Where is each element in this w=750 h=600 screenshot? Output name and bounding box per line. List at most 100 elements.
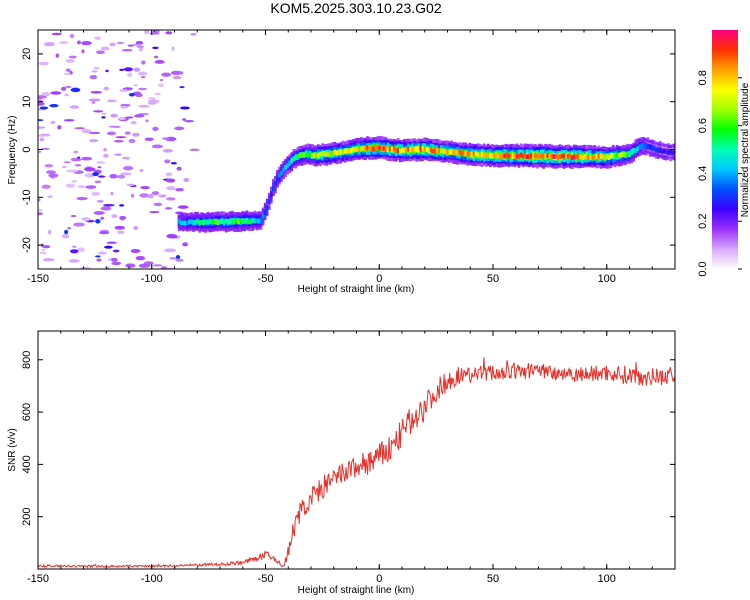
noise-speckle (41, 147, 50, 151)
trace-cell (626, 152, 629, 157)
trace-cell (380, 145, 384, 151)
trace-cell (366, 145, 369, 150)
trace-cell (398, 148, 402, 154)
noise-speckle (42, 258, 55, 262)
noise-speckle (51, 32, 62, 36)
noise-speckle (43, 41, 55, 47)
trace-cell (272, 186, 275, 192)
colorbar-tick-label: 0.2 (697, 214, 709, 229)
noise-speckle (147, 193, 154, 199)
noise-speckle (39, 137, 45, 142)
noise-speckle (96, 161, 106, 164)
noise-speckle (126, 156, 130, 161)
noise-speckle (38, 150, 42, 153)
trace-cell (663, 148, 666, 154)
trace-cell (525, 154, 529, 160)
trace-cell (589, 155, 592, 160)
trace-cell (267, 199, 271, 205)
noise-speckle (152, 46, 159, 50)
trace-cell (310, 153, 314, 159)
snr-y-axis: 200 400 600 800 (21, 351, 675, 526)
x-tick-label: -100 (141, 273, 163, 285)
trace-cell (329, 150, 332, 156)
noise-speckle (74, 127, 86, 130)
trace-cell (372, 146, 375, 152)
spectrogram-y-axis: -20 -10 0 10 20 (21, 48, 675, 253)
trace-cell (577, 153, 580, 159)
trace-cell (323, 151, 326, 156)
noise-speckle (117, 174, 126, 179)
noise-speckle (175, 258, 184, 262)
noise-speckle (48, 173, 59, 178)
snr-y-label: SNR (v/v) (7, 428, 18, 471)
trace-cell (194, 220, 197, 225)
noise-speckle (82, 129, 92, 134)
trace-cell (239, 218, 242, 224)
trace-cell (300, 152, 304, 157)
noise-speckle (140, 185, 150, 190)
snr-background (38, 331, 675, 569)
noise-speckle (93, 66, 100, 70)
noise-speckle (76, 247, 86, 252)
trace-cell (476, 152, 480, 158)
noise-speckle (93, 110, 104, 113)
noise-speckle (88, 131, 101, 135)
trace-cell (335, 150, 339, 156)
x-tick-label: 0 (376, 573, 382, 585)
noise-speckle (154, 30, 160, 34)
trace-cell (654, 147, 658, 153)
noise-speckle (65, 58, 75, 63)
trace-cell (261, 213, 265, 219)
noise-speckle (110, 113, 118, 118)
trace-cell (446, 150, 449, 155)
trace-cell (247, 219, 251, 225)
trace-cell (493, 152, 496, 158)
noise-speckle (63, 72, 71, 76)
noise-speckle (164, 159, 171, 164)
trace-cell (560, 153, 564, 159)
noise-speckle (65, 68, 71, 72)
trace-cell (478, 152, 482, 158)
trace-cell (646, 143, 650, 149)
noise-speckle (38, 197, 41, 202)
trace-cell (466, 151, 470, 157)
noise-speckle (95, 255, 101, 258)
trace-cell (544, 153, 547, 159)
noise-speckle (97, 251, 107, 255)
colorbar-label: Normalized spectral amplitude (740, 82, 750, 217)
noise-speckle (165, 31, 173, 35)
noise-speckle (104, 245, 113, 249)
spectrogram-x-axis: -150 -100 -50 0 50 100 (27, 30, 676, 285)
noise-speckle (124, 131, 131, 135)
trace-cell (231, 218, 234, 223)
trace-cell (292, 156, 296, 162)
trace-cell (376, 145, 380, 151)
snr-x-label: Height of straight line (km) (298, 585, 415, 596)
trace-cell (573, 154, 576, 160)
noise-speckle (106, 131, 117, 136)
noise-speckle (170, 162, 177, 165)
noise-speckle (184, 120, 195, 123)
trace-cell (210, 219, 214, 224)
x-tick-label: 50 (487, 573, 499, 585)
trace-cell (243, 219, 246, 224)
trace-cell (634, 148, 638, 153)
noise-speckle (38, 212, 44, 216)
noise-speckle (138, 87, 148, 91)
noise-speckle (175, 254, 181, 260)
noise-speckle (103, 153, 109, 158)
noise-speckle (38, 119, 44, 122)
trace-cell (673, 148, 675, 154)
trace-cell (583, 153, 586, 159)
trace-cell (419, 146, 423, 152)
trace-cell (196, 218, 199, 224)
trace-cell (390, 146, 394, 152)
noise-speckle (101, 116, 106, 119)
trace-cell (179, 220, 183, 226)
noise-speckle (119, 89, 129, 92)
trace-cell (190, 219, 193, 225)
trace-cell (523, 153, 527, 159)
noise-speckle (39, 251, 47, 255)
figure-title: KOM5.2025.303.10.23.G02 (270, 0, 441, 16)
noise-speckle (182, 242, 188, 247)
